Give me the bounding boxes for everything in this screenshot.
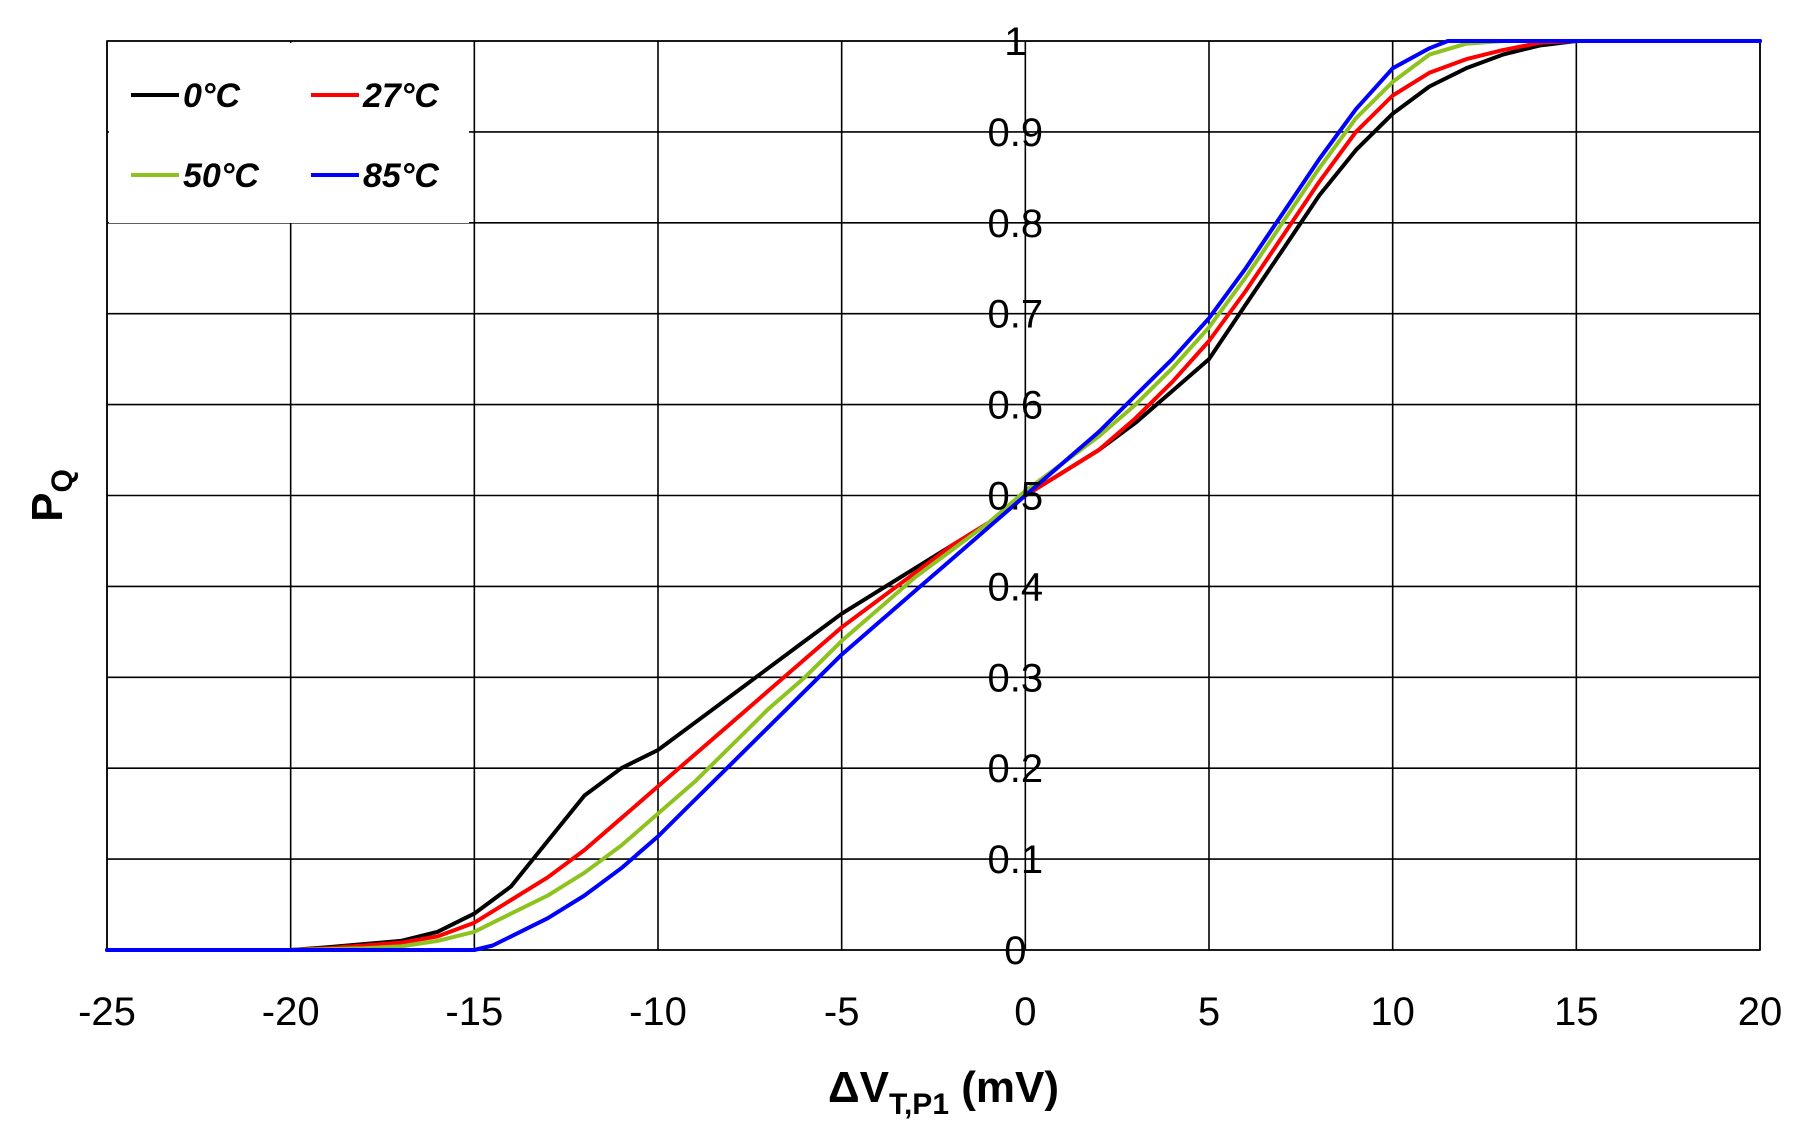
legend: 0°C 27°C 50°C 85°C [109, 43, 469, 223]
y-tick-label: 0.9 [988, 111, 1044, 155]
series-line-3 [105, 39, 1762, 952]
legend-label-3: 85°C [363, 157, 439, 195]
x-axis-title: ΔVT,P1 (mV) [828, 1063, 1059, 1121]
legend-box [109, 43, 469, 223]
x-tick-label: -10 [629, 990, 687, 1034]
series-lines [105, 39, 1762, 952]
x-tick-label: -25 [78, 990, 136, 1034]
y-tick-label: 0 [1004, 929, 1026, 973]
y-tick-label: 0.7 [988, 293, 1044, 337]
x-tick-label: 20 [1738, 990, 1783, 1034]
series-line-1 [105, 39, 1762, 952]
series-line-2 [105, 39, 1762, 952]
y-tick-label: 0.5 [988, 475, 1044, 519]
x-tick-label: 10 [1370, 990, 1415, 1034]
x-tick-label: -15 [445, 990, 503, 1034]
y-tick-label: 0.8 [988, 202, 1044, 246]
legend-label-2: 50°C [183, 157, 259, 195]
x-tick-label: 5 [1198, 990, 1220, 1034]
y-axis-title: PQ [23, 469, 79, 522]
gridlines [106, 40, 1761, 951]
y-tick-label: 0.6 [988, 384, 1044, 428]
y-tick-label: 1 [1004, 20, 1026, 64]
y-tick-label: 0.2 [988, 747, 1044, 791]
x-tick-label: -5 [824, 990, 860, 1034]
y-axis-title-subscript: Q [46, 469, 79, 492]
x-tick-label: 0 [1014, 990, 1036, 1034]
legend-label-1: 27°C [362, 77, 439, 115]
tick-labels: 0 0.1 0.2 0.3 0.4 0.5 0.6 0.7 0.8 0.9 1 -25 -20 -15 -1… [78, 20, 1782, 1034]
x-tick-label: -20 [262, 990, 320, 1034]
x-tick-label: 15 [1554, 990, 1599, 1034]
x-axis-title-suffix: (mV) [949, 1063, 1059, 1112]
x-axis-title-main: ΔV [828, 1063, 890, 1112]
y-tick-label: 0.1 [988, 838, 1044, 882]
y-axis-title-main: P [23, 492, 72, 521]
y-tick-label: 0.4 [988, 565, 1044, 609]
legend-label-0: 0°C [183, 77, 241, 115]
y-tick-label: 0.3 [988, 656, 1044, 700]
x-axis-title-subscript: T,P1 [889, 1088, 949, 1121]
